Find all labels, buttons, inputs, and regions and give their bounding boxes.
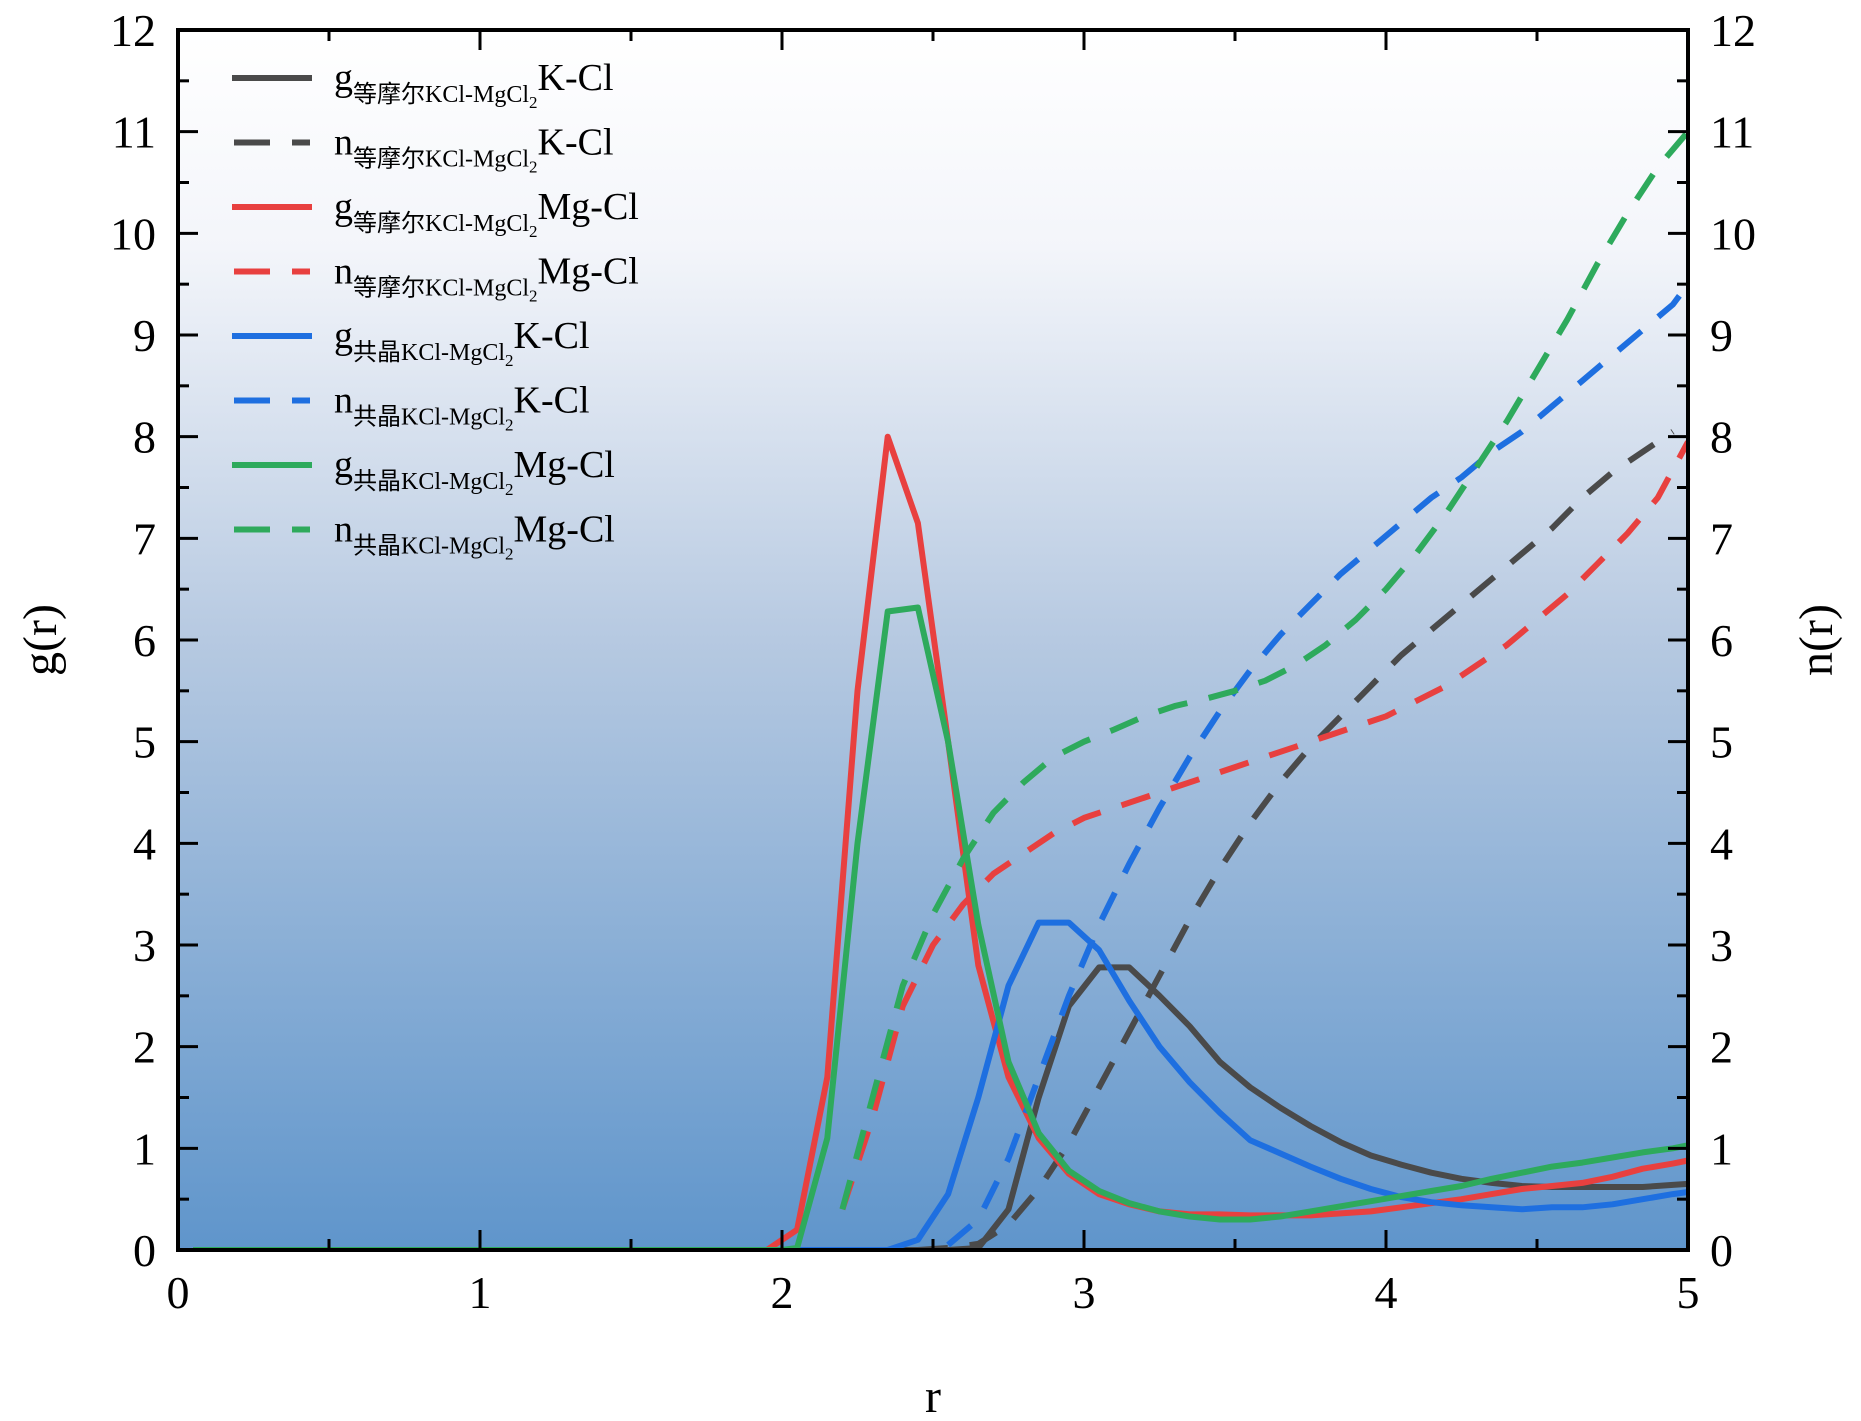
y2-axis-title: n(r) xyxy=(1790,604,1843,676)
legend-label-n-eq-kcl: n等摩尔KCl-MgCl2K-Cl xyxy=(334,122,614,177)
y2-tick-label: 0 xyxy=(1710,1225,1733,1276)
y-tick-label: 6 xyxy=(133,615,156,666)
y-tick-label: 9 xyxy=(133,310,156,361)
x-tick-label: 2 xyxy=(771,1267,794,1318)
y2-tick-label: 9 xyxy=(1710,310,1733,361)
y2-tick-label: 1 xyxy=(1710,1123,1733,1174)
x-axis-title: r xyxy=(925,1370,941,1421)
y2-tick-label: 2 xyxy=(1710,1022,1733,1073)
y-tick-label: 5 xyxy=(133,717,156,768)
y-tick-label: 8 xyxy=(133,412,156,463)
y-axis-title: g(r) xyxy=(14,604,67,676)
y-tick-label: 0 xyxy=(133,1225,156,1276)
x-tick-label: 4 xyxy=(1375,1267,1398,1318)
y-tick-label: 2 xyxy=(133,1022,156,1073)
y-tick-label: 10 xyxy=(110,208,156,259)
y2-tick-label: 4 xyxy=(1710,818,1733,869)
y-tick-label: 12 xyxy=(110,5,156,56)
y2-tick-label: 7 xyxy=(1710,513,1733,564)
y-tick-label: 7 xyxy=(133,513,156,564)
series-line-n-co-mgcl xyxy=(839,129,1688,1211)
y2-tick-label: 10 xyxy=(1710,208,1756,259)
series-line-g-co-mgcl xyxy=(193,604,1688,1250)
y2-tick-label: 5 xyxy=(1710,717,1733,768)
legend-label-g-co-mgcl: g共晶KCl-MgCl2Mg-Cl xyxy=(334,444,615,499)
y2-tick-label: 11 xyxy=(1710,107,1754,158)
y2-tick-label: 3 xyxy=(1710,920,1733,971)
legend-label-n-co-mgcl: n共晶KCl-MgCl2Mg-Cl xyxy=(334,509,615,564)
series-line-n-eq-mgcl xyxy=(839,440,1688,1211)
x-tick-label: 3 xyxy=(1073,1267,1096,1318)
series-layer xyxy=(193,129,1688,1250)
x-tick-label: 5 xyxy=(1677,1267,1700,1318)
ticks-layer xyxy=(176,28,1690,1252)
legend-label-g-eq-mgcl: g等摩尔KCl-MgCl2Mg-Cl xyxy=(334,186,639,241)
y2-tick-label: 8 xyxy=(1710,412,1733,463)
legend-label-n-co-kcl: n共晶KCl-MgCl2K-Cl xyxy=(334,380,590,435)
y-tick-label: 4 xyxy=(133,818,156,869)
y2-tick-label: 6 xyxy=(1710,615,1733,666)
y-tick-label: 11 xyxy=(112,107,156,158)
y2-tick-label: 12 xyxy=(1710,5,1756,56)
y-tick-label: 1 xyxy=(133,1123,156,1174)
legend-label-g-eq-kcl: g等摩尔KCl-MgCl2K-Cl xyxy=(334,57,614,112)
legend-label-g-co-kcl: g共晶KCl-MgCl2K-Cl xyxy=(334,315,590,370)
series-line-g-co-kcl xyxy=(193,919,1688,1250)
legend: g等摩尔KCl-MgCl2K-Cl n等摩尔KCl-MgCl2K-Cl g等摩尔KC… xyxy=(232,57,639,564)
x-tick-label: 0 xyxy=(167,1267,190,1318)
legend-label-n-eq-mgcl: n等摩尔KCl-MgCl2Mg-Cl xyxy=(334,251,639,306)
x-tick-label: 1 xyxy=(469,1267,492,1318)
y-tick-label: 3 xyxy=(133,920,156,971)
series-line-n-eq-kcl xyxy=(917,429,1675,1250)
